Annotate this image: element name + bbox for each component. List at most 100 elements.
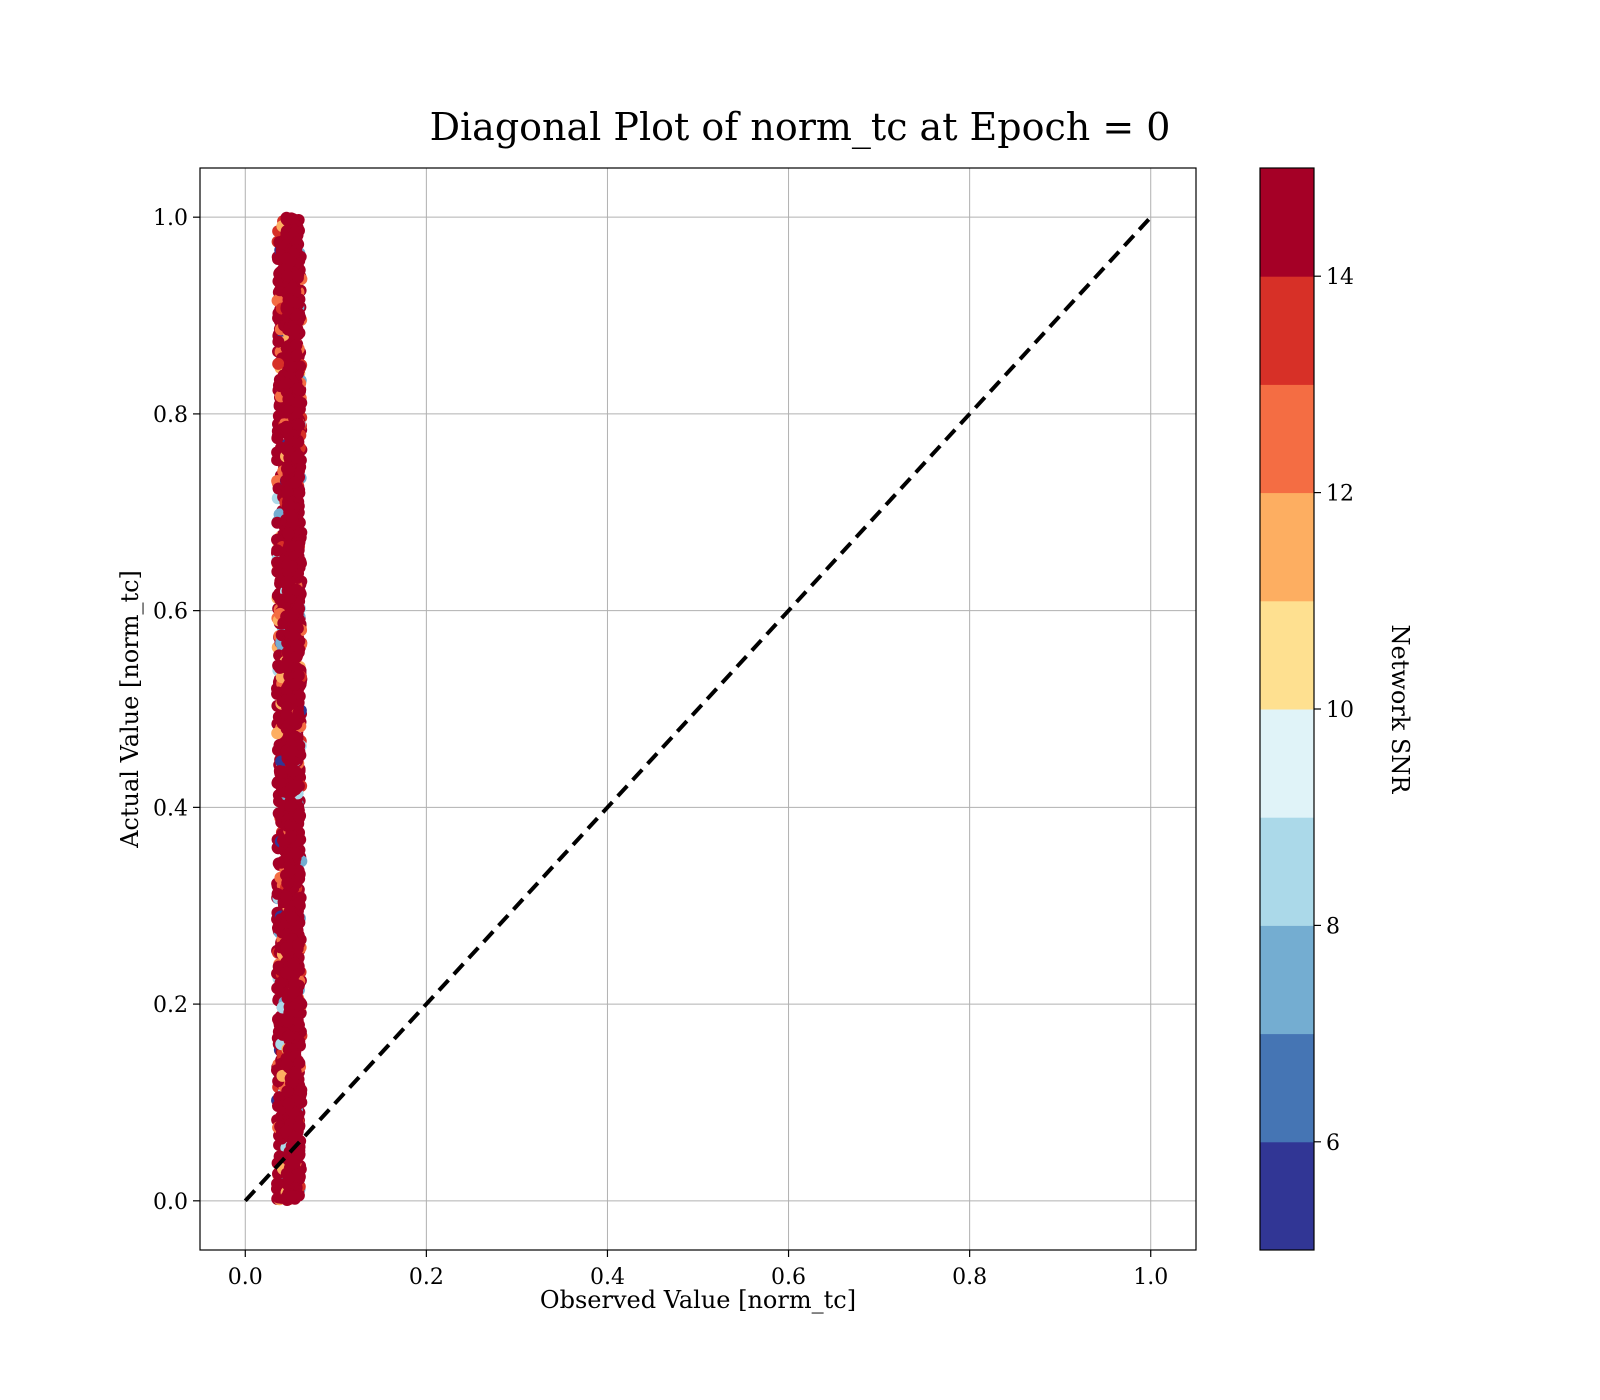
- scatter-point: [284, 360, 297, 373]
- scatter-point: [292, 938, 305, 951]
- scatter-point: [293, 418, 306, 431]
- identity-reference-line: [243, 215, 1153, 1203]
- chart-title: Diagonal Plot of norm_tc at Epoch = 0: [430, 105, 1171, 150]
- scatter-point: [286, 295, 299, 308]
- scatter-point: [281, 1015, 294, 1028]
- scatter-point: [292, 540, 305, 553]
- scatter-point: [280, 941, 293, 954]
- scatter-point: [283, 1030, 296, 1043]
- colorbar: 6 8 10 12 14 Network SNR: [1259, 167, 1414, 1251]
- scatter-point: [280, 213, 293, 226]
- scatter-point: [287, 629, 300, 642]
- scatter-point: [281, 444, 294, 457]
- colorbar-segment: [1260, 1033, 1314, 1143]
- scatter-point: [290, 651, 303, 664]
- x-tick-label: 0.0: [228, 1265, 263, 1290]
- scatter-point: [281, 701, 294, 714]
- scatter-point: [290, 583, 303, 596]
- scatter-point: [280, 966, 293, 979]
- colorbar-segment: [1260, 276, 1314, 385]
- y-axis-ticks: 0.0 0.2 0.4 0.6 0.8 1.0: [153, 206, 200, 1215]
- scatter-point: [272, 335, 285, 348]
- scatter-point: [284, 830, 297, 843]
- scatter-point: [293, 1120, 306, 1133]
- y-axis-label: Actual Value [norm_tc]: [116, 570, 144, 849]
- scatter-point: [287, 986, 300, 999]
- scatter-point: [282, 527, 295, 540]
- colorbar-segment: [1260, 384, 1314, 494]
- y-tick-label: 0.0: [153, 1190, 188, 1215]
- x-tick-label: 0.2: [409, 1265, 444, 1290]
- plot-frame: [199, 167, 1197, 1251]
- scatter-point: [281, 584, 294, 597]
- x-tick-label: 1.0: [1133, 1265, 1168, 1290]
- scatter-point: [292, 669, 305, 682]
- x-tick-label: 0.6: [771, 1265, 806, 1290]
- colorbar-ticks: 6 8 10 12 14: [1314, 265, 1354, 1156]
- scatter-point: [273, 765, 286, 778]
- colorbar-segment: [1260, 1141, 1314, 1251]
- scatter-point: [284, 819, 297, 832]
- scatter-point: [287, 713, 300, 726]
- scatter-point: [285, 911, 298, 924]
- x-tick-label: 0.4: [590, 1265, 625, 1290]
- colorbar-label: Network SNR: [1386, 625, 1414, 795]
- scatter-point: [284, 255, 297, 268]
- scatter-point: [281, 646, 294, 659]
- colorbar-segment: [1260, 600, 1314, 710]
- colorbar-segment: [1260, 168, 1314, 277]
- scatter-point: [290, 339, 303, 352]
- scatter-point: [280, 1058, 293, 1071]
- grid: [200, 168, 1196, 1250]
- scatter-point: [292, 382, 305, 395]
- scatter-point: [280, 377, 293, 390]
- scatter-point: [289, 1068, 302, 1081]
- colorbar-segments: [1260, 168, 1314, 1251]
- scatter-point: [281, 485, 294, 498]
- scatter-point: [289, 847, 302, 860]
- scatter-point: [281, 1085, 294, 1098]
- colorbar-segment: [1260, 817, 1314, 926]
- scatter-point: [284, 609, 297, 622]
- scatter-point: [271, 432, 284, 445]
- scatter-point: [282, 393, 295, 406]
- y-tick-label: 0.2: [153, 993, 188, 1018]
- scatter-point: [281, 877, 294, 890]
- colorbar-tick-label: 8: [1326, 914, 1340, 939]
- scatter-point: [281, 269, 294, 282]
- scatter-point: [288, 977, 301, 990]
- scatter-point: [293, 896, 306, 909]
- scatter-point: [291, 269, 304, 282]
- scatter-point: [271, 727, 284, 740]
- scatter-point: [292, 395, 305, 408]
- scatter-point: [280, 890, 293, 903]
- scatter-point: [292, 810, 305, 823]
- plot-area: 0.0 0.2 0.4 0.6 0.8 1.0 0.0 0.2 0.4 0.6 0.8 1.0: [153, 167, 1197, 1290]
- scatter-point: [287, 958, 300, 971]
- colorbar-segment: [1260, 492, 1314, 602]
- scatter-point: [284, 864, 297, 877]
- scatter-point: [282, 1172, 295, 1185]
- y-tick-label: 0.4: [153, 796, 188, 821]
- colorbar-segment: [1260, 925, 1314, 1035]
- scatter-points: [270, 211, 308, 1207]
- scatter-point: [271, 982, 284, 995]
- x-tick-label: 0.8: [952, 1265, 987, 1290]
- scatter-point: [288, 678, 301, 691]
- scatter-point: [292, 780, 305, 793]
- scatter-point: [293, 486, 306, 499]
- scatter-point: [293, 1057, 306, 1070]
- scatter-point: [290, 451, 303, 464]
- scatter-point: [285, 560, 298, 573]
- scatter-point: [285, 510, 298, 523]
- scatter-point: [286, 1156, 299, 1169]
- scatter-point: [285, 1190, 298, 1203]
- scatter-point: [286, 745, 299, 758]
- x-axis-ticks: 0.0 0.2 0.4 0.6 0.8 1.0: [228, 1250, 1168, 1290]
- y-tick-label: 1.0: [153, 206, 188, 231]
- y-tick-label: 0.6: [153, 600, 188, 625]
- scatter-point: [280, 421, 293, 434]
- scatter-point: [271, 1177, 284, 1190]
- scatter-point: [282, 1097, 295, 1110]
- colorbar-segment: [1260, 709, 1314, 818]
